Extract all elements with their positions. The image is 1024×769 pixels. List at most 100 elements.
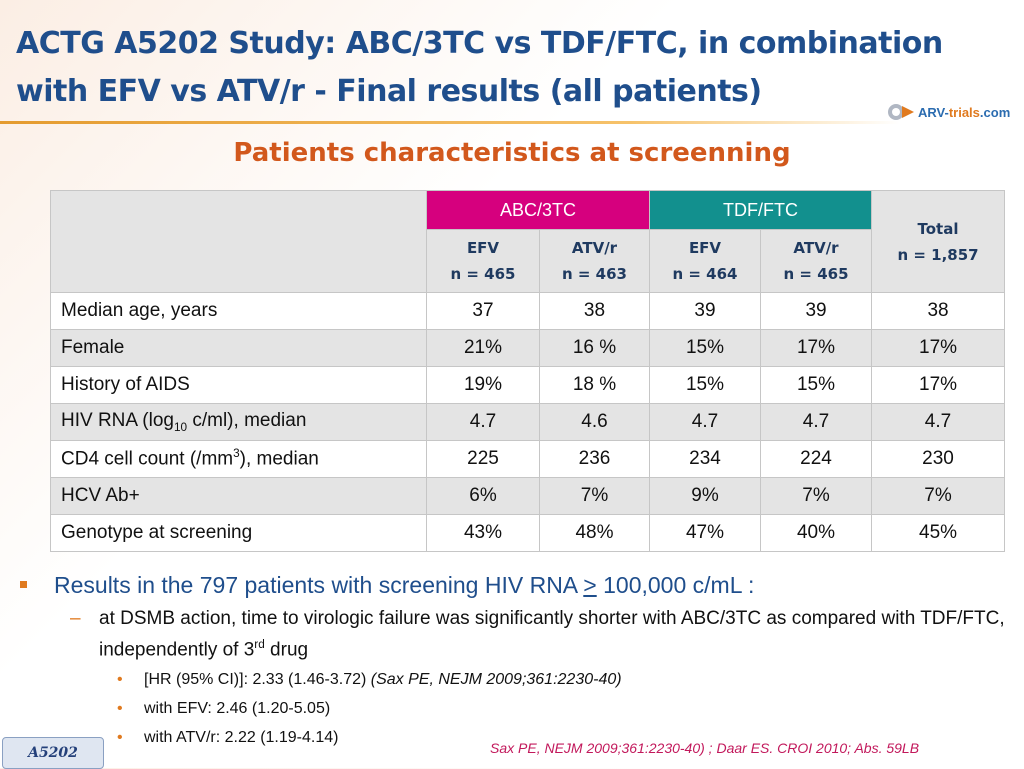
arm-n: n = 465 <box>450 265 516 283</box>
table-header-row-groups: ABC/3TC TDF/FTC Total n = 1,857 <box>50 190 1006 293</box>
detail-text: with EFV: 2.46 (1.20-5.05) <box>144 700 331 718</box>
row-label: HCV Ab+ <box>50 477 427 515</box>
table-cell: 43% <box>426 514 540 552</box>
dash-bullet-icon: – <box>70 608 81 629</box>
table-cell: 4.7 <box>759 403 873 441</box>
table-cell: 17% <box>871 329 1006 367</box>
sub-bullet-text: drug <box>264 639 309 661</box>
row-label-subscript: 10 <box>173 420 188 434</box>
table-cell: 37 <box>426 292 540 330</box>
table-cell: 230 <box>871 440 1006 478</box>
table-cell: 15% <box>649 366 761 404</box>
dot-bullet-icon: • <box>117 700 123 718</box>
group-header-tdfftc: TDF/FTC <box>648 190 873 230</box>
title-line-1: ACTG A5202 Study: ABC/3TC vs TDF/FTC, in… <box>16 26 943 61</box>
table-cell: 4.6 <box>539 403 650 441</box>
ordinal-superscript: rd <box>254 638 265 651</box>
total-header: Total n = 1,857 <box>871 190 1006 293</box>
table-cell: 38 <box>539 292 650 330</box>
total-n: n = 1,857 <box>897 245 979 264</box>
detail-bullet: • with EFV: 2.46 (1.20-5.05) <box>14 696 1014 721</box>
table-cell: 39 <box>649 292 761 330</box>
arm-n: n = 465 <box>783 265 849 283</box>
title-line-2: with EFV vs ATV/r - Final results (all p… <box>16 74 762 109</box>
table-cell: 15% <box>759 366 873 404</box>
table-cell: 45% <box>871 514 1006 552</box>
table-cell: 18 % <box>539 366 650 404</box>
group-header-abc3tc: ABC/3TC <box>426 190 650 230</box>
table-row: Female 21% 16 % 15% 17% 17% <box>50 329 1006 367</box>
row-label-superscript: 3 <box>233 447 240 461</box>
detail-citation: (Sax PE, NEJM 2009;361:2230-40) <box>370 671 622 689</box>
arm-header: ATV/r n = 465 <box>759 229 873 293</box>
section-subtitle: Patients characteristics at screenning <box>233 138 791 168</box>
detail-text: with ATV/r: 2.22 (1.19-4.14) <box>144 729 339 747</box>
sub-bullet-text: at DSMB action, time to virologic failur… <box>99 608 1005 661</box>
table-cell: 19% <box>426 366 540 404</box>
table-row: Genotype at screening 43% 48% 47% 40% 45… <box>50 514 1006 552</box>
row-label: Median age, years <box>50 292 427 330</box>
table-cell: 236 <box>539 440 650 478</box>
slide-title: ACTG A5202 Study: ABC/3TC vs TDF/FTC, in… <box>16 20 976 116</box>
logo-icon <box>888 104 914 120</box>
total-label: Total <box>917 219 959 238</box>
table-row: History of AIDS 19% 18 % 15% 15% 17% <box>50 366 1006 404</box>
table-row: CD4 cell count (/mm3), median 225 236 23… <box>50 440 1006 478</box>
table-cell: 4.7 <box>871 403 1006 441</box>
row-label-text: CD4 cell count (/mm <box>61 448 234 470</box>
table-cell: 39 <box>759 292 873 330</box>
arm-n: n = 463 <box>561 265 627 283</box>
table-row: HIV RNA (log10 c/ml), median 4.7 4.6 4.7… <box>50 403 1006 441</box>
table-cell: 21% <box>426 329 540 367</box>
header-corner-cell <box>50 190 427 293</box>
characteristics-table: ABC/3TC TDF/FTC Total n = 1,857 EFV n = 4… <box>50 190 1006 552</box>
arm-header: ATV/r n = 463 <box>539 229 650 293</box>
sub-bullet: – at DSMB action, time to virologic fail… <box>14 606 1014 663</box>
table-cell: 16 % <box>539 329 650 367</box>
arm-header: EFV n = 465 <box>426 229 540 293</box>
table-header-row-arms: EFV n = 465 ATV/r n = 463 EFV n = 464 ATV/r… <box>51 229 1005 293</box>
row-label-text: HIV RNA (log <box>61 410 174 432</box>
title-divider <box>0 121 900 124</box>
arm-header: EFV n = 464 <box>649 229 761 293</box>
table-cell: 7% <box>871 477 1006 515</box>
table-cell: 38 <box>871 292 1006 330</box>
table-cell: 48% <box>539 514 650 552</box>
table-cell: 17% <box>759 329 873 367</box>
table-cell: 224 <box>759 440 873 478</box>
main-bullet: Results in the 797 patients with screeni… <box>14 570 1014 600</box>
dot-bullet-icon: • <box>117 671 123 689</box>
row-label-text: c/ml), median <box>187 410 307 432</box>
row-label: CD4 cell count (/mm3), median <box>50 440 427 478</box>
table-cell: 40% <box>759 514 873 552</box>
detail-bullet: • [HR (95% CI)]: 2.33 (1.46-3.72) (Sax P… <box>14 667 1014 692</box>
footer-citation: Sax PE, NEJM 2009;361:2230-40) ; Daar ES… <box>490 740 920 756</box>
main-bullet-text: Results in the 797 patients with screeni… <box>54 572 584 598</box>
main-bullet-text: 100,000 c/mL : <box>596 572 755 598</box>
arm-drug: EFV <box>688 239 722 257</box>
row-label: Female <box>50 329 427 367</box>
row-label: History of AIDS <box>50 366 427 404</box>
arm-drug: ATV/r <box>571 239 618 257</box>
table-cell: 6% <box>426 477 540 515</box>
table-cell: 4.7 <box>426 403 540 441</box>
table-cell: 4.7 <box>649 403 761 441</box>
table-cell: 7% <box>539 477 650 515</box>
dot-bullet-icon: • <box>117 729 123 747</box>
study-badge: A5202 <box>2 737 104 769</box>
table-cell: 9% <box>649 477 761 515</box>
arm-drug: ATV/r <box>793 239 839 257</box>
table-cell: 15% <box>649 329 761 367</box>
results-bullets: Results in the 797 patients with screeni… <box>14 570 1014 750</box>
table-row: Median age, years 37 38 39 39 38 <box>50 292 1006 330</box>
table-cell: 47% <box>649 514 761 552</box>
detail-bullet: • with ATV/r: 2.22 (1.19-4.14) <box>14 725 1014 750</box>
table-cell: 225 <box>426 440 540 478</box>
table-cell: 17% <box>871 366 1006 404</box>
square-bullet-icon <box>20 581 27 588</box>
arm-drug: EFV <box>466 239 500 257</box>
row-label: Genotype at screening <box>50 514 427 552</box>
table-row: HCV Ab+ 6% 7% 9% 7% 7% <box>50 477 1006 515</box>
table-cell: 234 <box>649 440 761 478</box>
greater-equal-symbol: > <box>583 572 597 598</box>
